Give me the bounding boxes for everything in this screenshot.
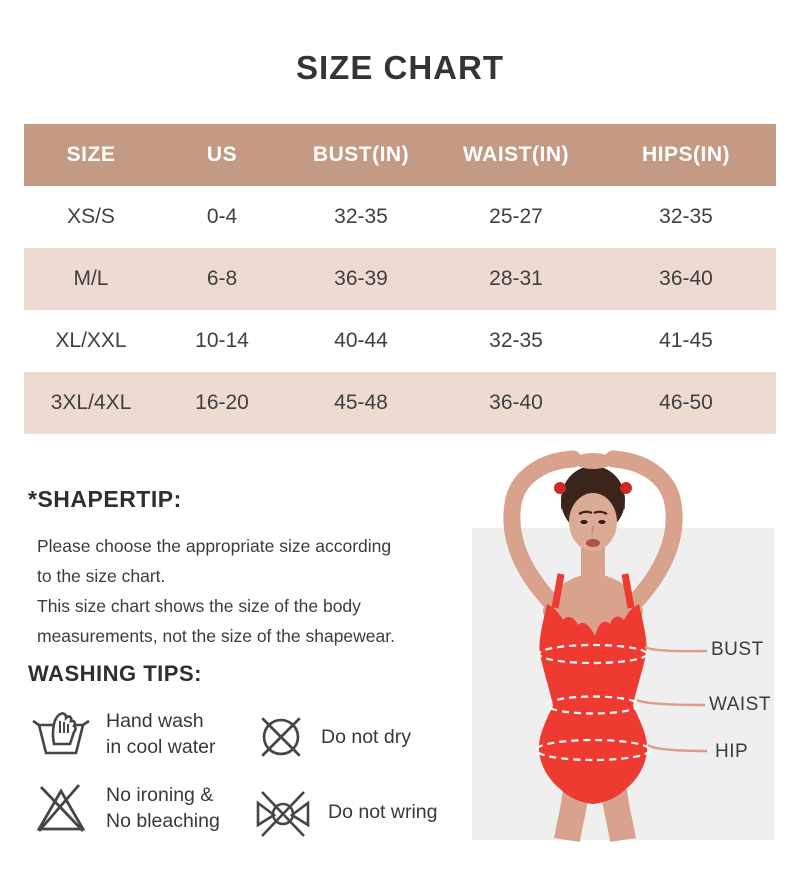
hip-leader-line bbox=[647, 743, 708, 753]
do-not-wring-icon bbox=[256, 791, 310, 837]
washing-item-label: Hand wash in cool water bbox=[106, 710, 216, 758]
bust-measure-line bbox=[537, 643, 649, 665]
size-table-cell: XL/XXL bbox=[55, 329, 127, 352]
shapertip-heading: *SHAPERTIP: bbox=[28, 486, 182, 512]
size-table-cell: 36-40 bbox=[659, 267, 713, 290]
hip-measure-line bbox=[534, 738, 652, 762]
size-table-cell: 6-8 bbox=[206, 267, 238, 290]
washing-tips-heading: WASHING TIPS: bbox=[28, 661, 202, 686]
bodysuit-strap bbox=[621, 573, 635, 609]
model-face bbox=[569, 493, 617, 551]
waist-measure-line bbox=[545, 695, 641, 715]
shapertip-line: measurements, not the size of the shapew… bbox=[37, 626, 395, 646]
size-table-cell: 25-27 bbox=[489, 205, 543, 228]
shapertip-line: This size chart shows the size of the bo… bbox=[37, 596, 361, 616]
size-table-header-cell: WAIST(IN) bbox=[463, 143, 569, 166]
hair-tie bbox=[620, 482, 632, 494]
size-table-header-cell: SIZE bbox=[66, 143, 116, 166]
hair-tie bbox=[554, 482, 566, 494]
model-eyebrows bbox=[578, 510, 608, 515]
shapertip-line: Please choose the appropriate size accor… bbox=[37, 536, 392, 556]
size-table-cell: 40-44 bbox=[334, 329, 388, 352]
shapertip-text: Please choose the appropriate size accor… bbox=[37, 531, 395, 651]
no-ironing-no-bleaching-icon bbox=[36, 784, 86, 832]
model-eye bbox=[580, 520, 588, 524]
hip-label: HIP bbox=[715, 741, 749, 762]
size-table-cell: 45-48 bbox=[334, 391, 388, 414]
washing-item-no-ironing-no-bleaching: No ironing & No bleaching bbox=[31, 781, 220, 835]
size-table-cell: M/L bbox=[73, 267, 109, 290]
size-table-header-cell: BUST(IN) bbox=[312, 143, 410, 166]
page-title: SIZE CHART bbox=[296, 49, 504, 86]
bust-leader-line bbox=[644, 645, 708, 653]
size-table-cell: 16-20 bbox=[195, 391, 249, 414]
size-table-cell: 32-35 bbox=[489, 329, 543, 352]
red-bodysuit bbox=[538, 604, 648, 804]
size-table: SIZE US BUST(IN) WAIST(IN) HIPS(IN) XS/S… bbox=[24, 124, 776, 434]
washing-item-hand-wash: Hand wash in cool water bbox=[31, 708, 215, 760]
model-lips bbox=[586, 539, 600, 547]
washing-item-label: Do not wring bbox=[328, 801, 438, 823]
size-table-cell: 3XL/4XL bbox=[50, 391, 132, 414]
model-hands bbox=[573, 453, 613, 469]
model-eye bbox=[598, 520, 606, 524]
waist-label: WAIST bbox=[709, 694, 771, 715]
table-row: XS/S 0-4 32-35 25-27 32-35 bbox=[24, 186, 776, 248]
size-table-cell: 36-39 bbox=[334, 267, 388, 290]
size-table-cell: 36-40 bbox=[489, 391, 543, 414]
size-table-cell: 28-31 bbox=[489, 267, 543, 290]
table-row: XL/XXL 10-14 40-44 32-35 41-45 bbox=[24, 310, 776, 372]
washing-item-label: No ironing & No bleaching bbox=[106, 784, 220, 832]
model-measurement-figure bbox=[472, 450, 774, 843]
model-arm bbox=[604, 450, 683, 611]
size-table-cell: 0-4 bbox=[206, 205, 238, 228]
model-arm bbox=[503, 450, 582, 611]
size-table-header-row: SIZE US BUST(IN) WAIST(IN) HIPS(IN) bbox=[24, 124, 776, 186]
washing-item-do-not-dry: Do not dry bbox=[256, 712, 411, 762]
hand-wash-icon bbox=[32, 712, 90, 755]
size-table-header-cell: US bbox=[206, 143, 238, 166]
do-not-dry-icon bbox=[261, 717, 301, 757]
size-table-cell: 32-35 bbox=[334, 205, 388, 228]
washing-item-label: Do not dry bbox=[321, 726, 411, 748]
size-table-cell: 41-45 bbox=[659, 329, 713, 352]
size-table-header-cell: HIPS(IN) bbox=[642, 143, 730, 166]
size-table-cell: 32-35 bbox=[659, 205, 713, 228]
size-table-cell: 10-14 bbox=[195, 329, 249, 352]
table-row: M/L 6-8 36-39 28-31 36-40 bbox=[24, 248, 776, 310]
size-table-cell: 46-50 bbox=[659, 391, 713, 414]
shapertip-line: to the size chart. bbox=[37, 566, 166, 586]
bust-label: BUST bbox=[711, 639, 764, 660]
waist-leader-line bbox=[636, 698, 706, 707]
washing-item-do-not-wring: Do not wring bbox=[253, 785, 437, 839]
table-row: 3XL/4XL 16-20 45-48 36-40 46-50 bbox=[24, 372, 776, 434]
size-table-cell: XS/S bbox=[67, 205, 115, 228]
bodysuit-strap bbox=[551, 573, 565, 609]
